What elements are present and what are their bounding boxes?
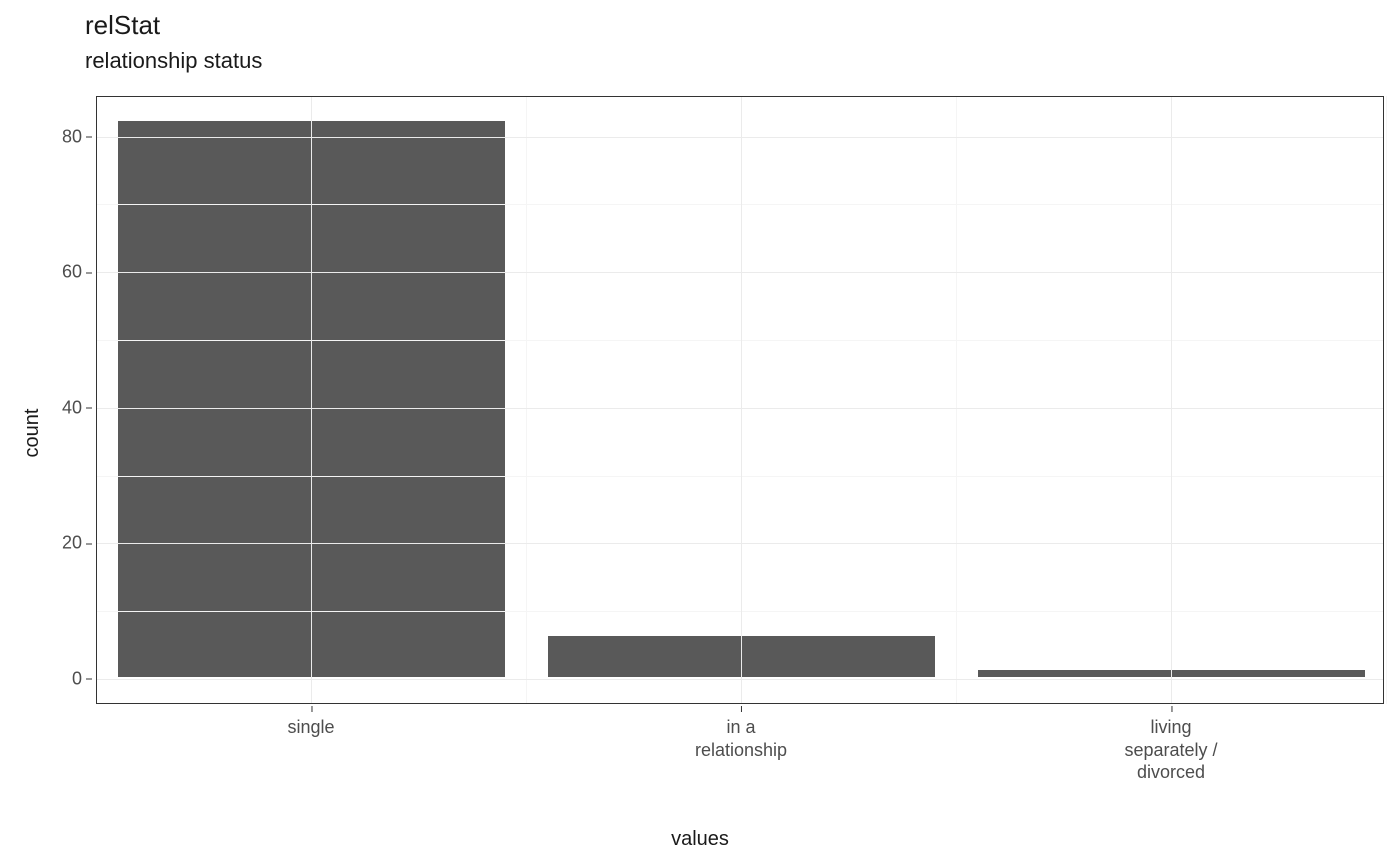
gridline-major-h: [96, 543, 1384, 544]
gridline-major-h: [96, 679, 1384, 680]
x-tick-label: in a relationship: [695, 704, 787, 761]
y-tick-label: 20: [62, 533, 96, 554]
gridline-minor-v: [526, 96, 527, 704]
gridline-major-h: [96, 408, 1384, 409]
gridline-minor-h: [96, 340, 1384, 341]
panel-border-right: [1383, 96, 1384, 704]
x-tick-label: single: [287, 704, 334, 739]
panel-border-top: [96, 96, 1384, 97]
chart-title: relStat: [85, 10, 160, 41]
gridline-major-v: [311, 96, 312, 704]
gridline-major-v: [1171, 96, 1172, 704]
chart-subtitle: relationship status: [85, 48, 262, 74]
x-axis-line: [96, 703, 1384, 704]
y-tick-label: 40: [62, 397, 96, 418]
x-axis-label: values: [0, 828, 1400, 851]
plot-panel: 020406080singlein a relationshipliving s…: [95, 95, 1385, 705]
gridline-minor-h: [96, 476, 1384, 477]
gridline-minor-h: [96, 204, 1384, 205]
y-axis-label: count: [21, 408, 44, 457]
bars-layer: [96, 96, 1384, 704]
y-tick-label: 0: [72, 668, 96, 689]
y-axis-line: [96, 96, 97, 704]
x-tick-label: living separately / divorced: [1124, 704, 1217, 784]
gridline-minor-v: [956, 96, 957, 704]
chart-container: relStat relationship status count 020406…: [0, 0, 1400, 865]
gridline-minor-h: [96, 611, 1384, 612]
gridline-major-h: [96, 272, 1384, 273]
gridline-major-h: [96, 137, 1384, 138]
y-tick-label: 60: [62, 262, 96, 283]
gridline-minor-v: [1386, 96, 1387, 704]
y-tick-label: 80: [62, 126, 96, 147]
gridline-major-v: [741, 96, 742, 704]
